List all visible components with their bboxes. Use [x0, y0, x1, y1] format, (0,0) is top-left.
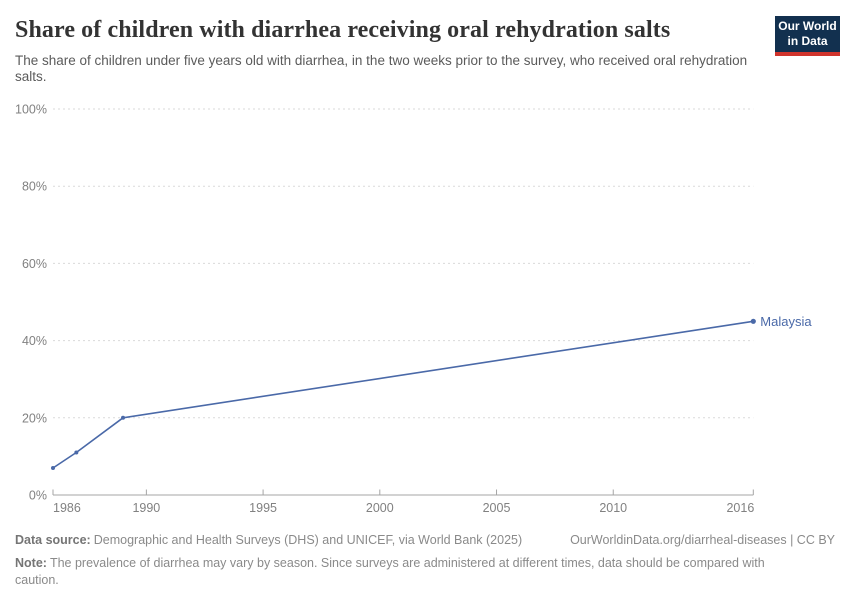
y-tick-label-100: 100%: [15, 103, 47, 117]
y-tick-label-20: 20%: [22, 411, 47, 425]
line-chart[interactable]: 0% 20% 40% 60% 80% 100% 1986 1990 1995 2000 2005 20…: [0, 95, 850, 530]
data-source-label: Data source:: [15, 533, 91, 547]
x-tick-label-1990: 1990: [132, 501, 160, 515]
chart-header: Share of children with diarrhea receivin…: [15, 17, 767, 86]
attribution-link[interactable]: OurWorldinData.org/diarrheal-diseases | …: [570, 533, 835, 547]
x-tick-label-2000: 2000: [366, 501, 394, 515]
entity-label-malaysia[interactable]: Malaysia: [760, 314, 812, 329]
y-tick-label-60: 60%: [22, 257, 47, 271]
chart-subtitle: The share of children under five years o…: [15, 53, 748, 85]
owid-logo-line2: in Data: [787, 34, 828, 48]
x-tick-label-1986: 1986: [53, 501, 81, 515]
chart-title: Share of children with diarrhea receivin…: [15, 17, 671, 43]
chart-footer: Data source: Demographic and Health Surve…: [15, 532, 835, 589]
note-row: Note: The prevalence of diarrhea may vary…: [15, 555, 790, 589]
data-source: Data source: Demographic and Health Surve…: [15, 532, 522, 549]
data-line-malaysia[interactable]: [52, 320, 755, 469]
data-point-malaysia-2016[interactable]: [750, 318, 756, 324]
data-source-text: Demographic and Health Surveys (DHS) and…: [93, 533, 523, 547]
y-tick-label-80: 80%: [22, 180, 47, 194]
x-tick-label-1995: 1995: [249, 501, 277, 515]
note-label: Note:: [15, 555, 47, 570]
y-tick-label-40: 40%: [22, 334, 47, 348]
x-tick-label-2010: 2010: [599, 501, 627, 515]
data-point-malaysia-1987[interactable]: [74, 450, 79, 455]
data-point-malaysia-1989[interactable]: [121, 415, 126, 420]
y-tick-label-0: 0%: [29, 489, 47, 503]
note-text: The prevalence of diarrhea may vary by s…: [15, 555, 765, 587]
owid-logo-line1: Our World: [778, 19, 837, 33]
source-row: Data source: Demographic and Health Surve…: [15, 532, 835, 549]
x-tick-label-2016: 2016: [726, 501, 754, 515]
x-tick-label-2005: 2005: [483, 501, 511, 515]
data-point-malaysia-1986[interactable]: [51, 465, 55, 470]
owid-logo[interactable]: Our World in Data: [775, 16, 840, 56]
